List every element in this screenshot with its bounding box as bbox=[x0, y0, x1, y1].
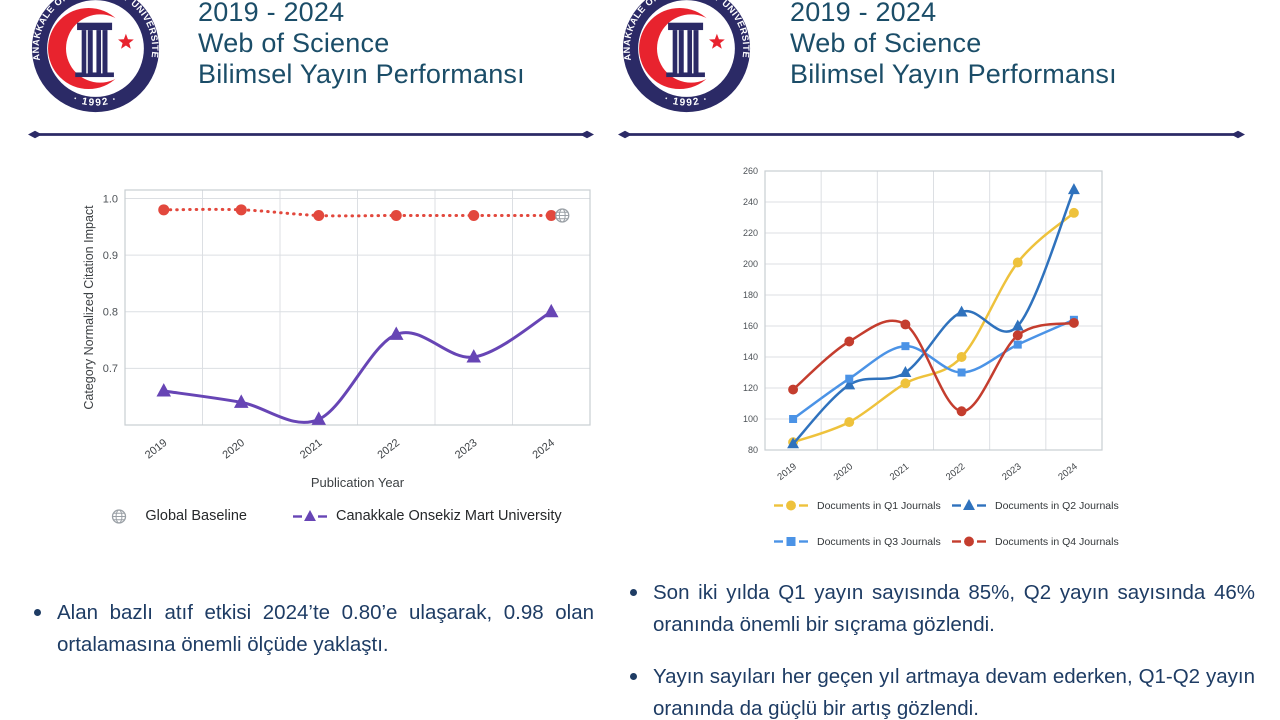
triangle-marker-icon bbox=[952, 499, 986, 510]
svg-text:2022: 2022 bbox=[944, 461, 967, 483]
key-findings-right: Son iki yılda Q1 yayın sayısında 85%, Q2… bbox=[630, 577, 1255, 720]
svg-text:2023: 2023 bbox=[1000, 461, 1023, 483]
bullet-text: Son iki yılda Q1 yayın sayısında 85%, Q2… bbox=[653, 581, 1255, 636]
legend-label: Global Baseline bbox=[145, 508, 247, 524]
circle-marker-icon bbox=[774, 500, 808, 511]
quartile-documents-chart: 80 100 120 140 160 180 200 220 240 260 2019 2020 202… bbox=[743, 166, 1103, 483]
legend-item: Documents in Q4 Journals bbox=[950, 534, 1119, 549]
page-title: 2019 - 2024 Web of Science Bilimsel Yayı… bbox=[198, 0, 525, 89]
header-divider bbox=[618, 130, 1245, 139]
legend-item: Canakkale Onsekiz Mart University bbox=[291, 508, 562, 524]
globe-icon bbox=[112, 508, 127, 524]
svg-text:260: 260 bbox=[743, 166, 758, 176]
university-logo: ÇANAKKALE ONSEKİZ MART ÜNİVERSİTESİ · 19… bbox=[622, 0, 751, 113]
logo-year-text: · 1992 · bbox=[663, 93, 711, 108]
svg-text:0.8: 0.8 bbox=[103, 307, 118, 319]
svg-text:2019: 2019 bbox=[143, 437, 170, 462]
bullet-dot bbox=[630, 589, 637, 596]
title-line: Web of Science bbox=[198, 27, 390, 58]
legend-label: Documents in Q1 Journals bbox=[817, 499, 941, 512]
title-line: 2019 - 2024 bbox=[198, 0, 345, 27]
legend-item: Global Baseline bbox=[100, 508, 247, 524]
svg-text:240: 240 bbox=[743, 197, 758, 207]
svg-text:80: 80 bbox=[748, 445, 758, 455]
svg-text:100: 100 bbox=[743, 414, 758, 424]
citation-impact-chart: 0.7 0.8 0.9 1.0 2019 2020 2021 2022 2023 2024 Publ… bbox=[82, 189, 591, 490]
key-findings-left: Alan bazlı atıf etkisi 2024’te 0.80’e ul… bbox=[34, 597, 594, 681]
svg-text:120: 120 bbox=[743, 383, 758, 393]
monument-icon bbox=[75, 22, 114, 78]
svg-text:Category Normalized Citation I: Category Normalized Citation Impact bbox=[82, 205, 96, 410]
svg-text:2021: 2021 bbox=[298, 437, 325, 462]
star-icon bbox=[709, 33, 725, 49]
bullet-item: Son iki yılda Q1 yayın sayısında 85%, Q2… bbox=[630, 577, 1255, 640]
svg-text:Publication Year: Publication Year bbox=[311, 475, 405, 490]
bullet-text: Alan bazlı atıf etkisi 2024’te 0.80’e ul… bbox=[57, 601, 594, 656]
circle-marker-icon bbox=[952, 536, 986, 547]
svg-text:2024: 2024 bbox=[530, 437, 557, 462]
svg-text:2020: 2020 bbox=[832, 461, 855, 483]
svg-text:180: 180 bbox=[743, 290, 758, 300]
svg-text:2022: 2022 bbox=[375, 437, 402, 462]
svg-text:160: 160 bbox=[743, 321, 758, 331]
square-marker-icon bbox=[774, 537, 808, 546]
svg-text:220: 220 bbox=[743, 228, 758, 238]
bullet-text: Yayın sayıları her geçen yıl artmaya dev… bbox=[653, 665, 1255, 720]
university-logo: ÇANAKKALE ONSEKİZ MART ÜNİVERSİTESİ · 19… bbox=[31, 0, 160, 113]
title-line: Bilimsel Yayın Performansı bbox=[790, 58, 1117, 89]
svg-text:0.9: 0.9 bbox=[103, 250, 118, 262]
quartile-chart-legend: Documents in Q1 Journals Documents in Q2 … bbox=[772, 498, 1119, 549]
svg-text:0.7: 0.7 bbox=[103, 363, 118, 375]
page-title: 2019 - 2024 Web of Science Bilimsel Yayı… bbox=[790, 0, 1117, 89]
svg-text:2023: 2023 bbox=[453, 437, 480, 462]
legend-label: Canakkale Onsekiz Mart University bbox=[335, 508, 562, 524]
bullet-dot bbox=[34, 609, 41, 616]
title-line: Bilimsel Yayın Performansı bbox=[198, 58, 525, 89]
citation-chart-legend: Global Baseline Canakkale Onsekiz Mart Un… bbox=[66, 508, 596, 524]
svg-text:140: 140 bbox=[743, 352, 758, 362]
legend-label: Documents in Q4 Journals bbox=[995, 535, 1119, 548]
triangle-marker-icon bbox=[292, 509, 327, 521]
header-divider bbox=[28, 130, 594, 139]
svg-text:2021: 2021 bbox=[888, 461, 911, 483]
svg-text:2024: 2024 bbox=[1056, 461, 1079, 483]
svg-text:1.0: 1.0 bbox=[103, 193, 118, 205]
legend-label: Documents in Q2 Journals bbox=[995, 499, 1119, 512]
legend-label: Documents in Q3 Journals bbox=[817, 535, 941, 548]
svg-text:200: 200 bbox=[743, 259, 758, 269]
star-icon bbox=[118, 33, 134, 49]
logo-year-text: · 1992 · bbox=[72, 93, 120, 108]
legend-item: Documents in Q1 Journals bbox=[772, 498, 950, 513]
svg-text:2019: 2019 bbox=[775, 461, 798, 483]
bullet-item: Alan bazlı atıf etkisi 2024’te 0.80’e ul… bbox=[34, 597, 594, 660]
bullet-item: Yayın sayıları her geçen yıl artmaya dev… bbox=[630, 661, 1255, 720]
legend-item: Documents in Q3 Journals bbox=[772, 534, 950, 549]
title-line: Web of Science bbox=[790, 27, 982, 58]
legend-item: Documents in Q2 Journals bbox=[950, 498, 1119, 513]
title-line: 2019 - 2024 bbox=[790, 0, 937, 27]
monument-icon bbox=[666, 22, 705, 78]
svg-text:2020: 2020 bbox=[220, 437, 247, 462]
bullet-dot bbox=[630, 673, 637, 680]
